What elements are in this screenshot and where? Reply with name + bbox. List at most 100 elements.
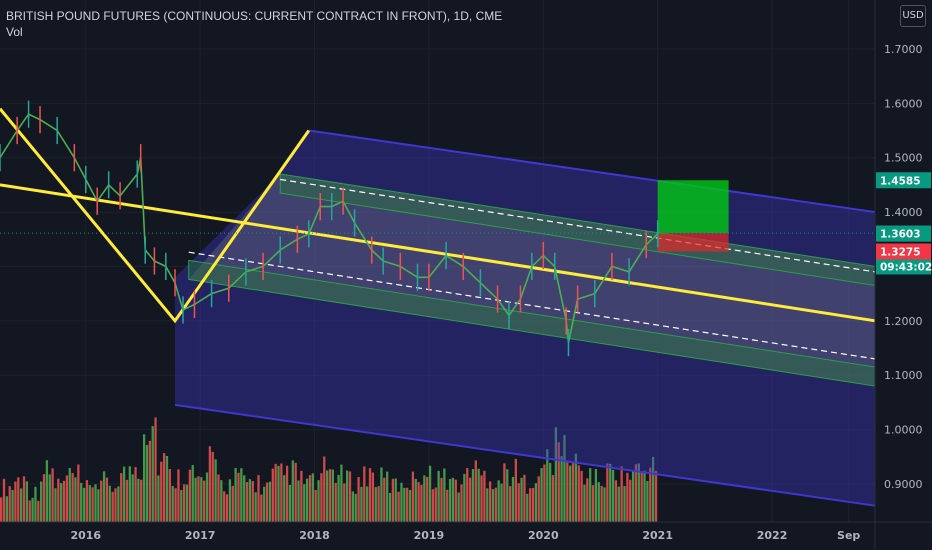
volume-bar bbox=[82, 487, 86, 522]
volume-bar bbox=[77, 464, 80, 522]
volume-bar bbox=[488, 481, 492, 522]
volume-bar bbox=[240, 468, 243, 522]
volume-bar bbox=[288, 484, 292, 522]
volume-bar bbox=[311, 473, 314, 522]
volume-bar bbox=[431, 489, 435, 522]
volume-bar bbox=[434, 487, 437, 522]
volume-bar bbox=[114, 488, 117, 522]
volume-bar bbox=[185, 484, 189, 522]
long-position-target-zone bbox=[657, 180, 729, 234]
chart-grid bbox=[0, 0, 875, 522]
volume-bar bbox=[606, 463, 609, 522]
volume-bar bbox=[200, 477, 203, 522]
volume-bar bbox=[594, 469, 598, 522]
volume-bar bbox=[426, 476, 429, 522]
volume-bar bbox=[203, 480, 206, 522]
volume-label: Vol bbox=[6, 25, 23, 39]
volume-bar bbox=[154, 417, 157, 522]
volume-bar bbox=[637, 463, 640, 522]
trend-line bbox=[0, 183, 876, 323]
volume-bar bbox=[620, 466, 623, 522]
volume-bar bbox=[586, 478, 589, 522]
volume-bar bbox=[105, 477, 109, 522]
volume-bar bbox=[25, 481, 29, 522]
volume-bar bbox=[448, 478, 452, 522]
volume-bar bbox=[451, 477, 455, 522]
volume-bar bbox=[377, 486, 380, 522]
volume-bar bbox=[174, 488, 177, 522]
y-tick-label: 1.5000 bbox=[884, 152, 923, 165]
volume-bar bbox=[34, 486, 37, 522]
volume-bar bbox=[517, 483, 520, 522]
volume-bar bbox=[511, 476, 515, 522]
volume-bar bbox=[609, 463, 612, 522]
volume-bar bbox=[480, 475, 483, 522]
volume-bar bbox=[437, 470, 440, 522]
volume-bar bbox=[108, 485, 111, 522]
volume-bar bbox=[5, 496, 9, 522]
price-series bbox=[0, 100, 659, 357]
volume-bar bbox=[531, 487, 535, 522]
volume-bar bbox=[62, 480, 66, 522]
volume-bar bbox=[514, 458, 517, 522]
volume-bar bbox=[483, 470, 486, 522]
x-tick-label: 2021 bbox=[642, 529, 673, 542]
volume-bar bbox=[171, 485, 174, 522]
volume-bar bbox=[165, 455, 169, 522]
volume-bar bbox=[308, 475, 312, 522]
volume-bar bbox=[589, 468, 592, 522]
volume-bar bbox=[148, 440, 151, 522]
volume-bar bbox=[331, 469, 334, 522]
price-tag-bg bbox=[876, 243, 931, 260]
volume-bar bbox=[460, 484, 463, 522]
volume-bars bbox=[0, 417, 658, 522]
volume-bar bbox=[323, 456, 326, 522]
price-tag-bg bbox=[876, 225, 931, 242]
volume-bar bbox=[223, 491, 226, 522]
volume-bar bbox=[208, 446, 212, 522]
volume-bar bbox=[260, 494, 263, 522]
volume-bar bbox=[371, 472, 375, 522]
volume-bar bbox=[205, 472, 209, 522]
volume-bar bbox=[546, 449, 549, 522]
volume-bar bbox=[183, 484, 186, 522]
volume-bar bbox=[491, 489, 495, 522]
volume-bar bbox=[571, 461, 575, 522]
volume-bar bbox=[88, 485, 91, 522]
volume-bar bbox=[640, 471, 643, 522]
volume-bar bbox=[248, 479, 252, 522]
volume-bar bbox=[220, 480, 223, 522]
price-tag-label: 1.3603 bbox=[880, 229, 921, 241]
currency-badge[interactable]: USD bbox=[900, 5, 926, 27]
volume-bar bbox=[654, 470, 658, 522]
volume-bar bbox=[534, 483, 538, 522]
volume-bar bbox=[191, 465, 194, 522]
x-tick-label: 2016 bbox=[70, 529, 101, 542]
volume-bar bbox=[629, 479, 632, 522]
volume-bar bbox=[14, 481, 17, 522]
volume-bar bbox=[494, 487, 497, 522]
volume-bar bbox=[20, 488, 23, 522]
volume-bar bbox=[471, 469, 475, 522]
volume-bar bbox=[397, 491, 400, 522]
volume-bar bbox=[22, 476, 26, 522]
volume-bar bbox=[374, 487, 377, 522]
volume-bar bbox=[94, 484, 97, 522]
volume-bar bbox=[383, 477, 386, 522]
volume-bar bbox=[0, 497, 3, 522]
volume-bar bbox=[300, 470, 303, 522]
volume-bar bbox=[560, 456, 563, 522]
volume-bar bbox=[417, 482, 420, 522]
price-tag-bg bbox=[876, 258, 931, 275]
volume-bar bbox=[411, 471, 415, 522]
volume-bar bbox=[162, 453, 166, 522]
volume-bar bbox=[11, 489, 14, 522]
volume-bar bbox=[566, 462, 569, 522]
volume-bar bbox=[563, 435, 566, 522]
volume-bar bbox=[283, 475, 286, 522]
volume-bar bbox=[583, 484, 586, 522]
x-tick-label: 2020 bbox=[528, 529, 559, 542]
volume-bar bbox=[394, 478, 397, 522]
volume-bar bbox=[214, 459, 217, 522]
